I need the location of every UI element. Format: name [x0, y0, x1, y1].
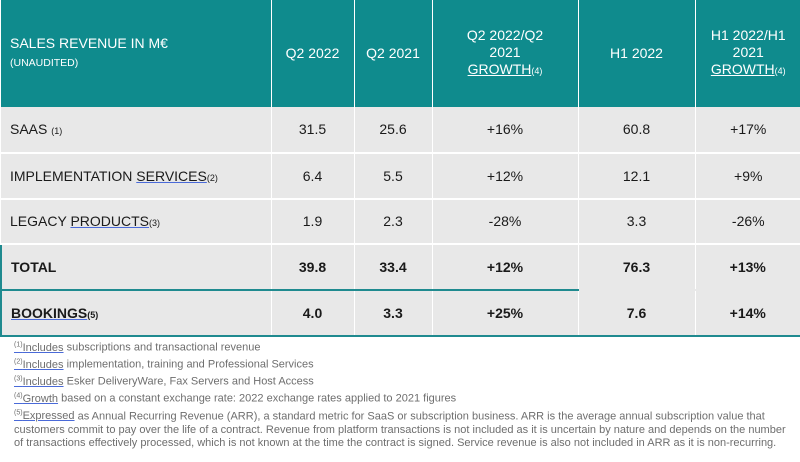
- table-row-bookings: BOOKINGS(5) 4.0 3.3 +25% 7.6 +14%: [0, 289, 800, 337]
- table-cell: +17%: [695, 107, 800, 154]
- table-cell: +16%: [432, 107, 579, 154]
- footnote: (2)Includes implementation, training and…: [14, 358, 314, 371]
- table-cell: 12.1: [578, 152, 696, 200]
- table-cell: +14%: [695, 289, 800, 337]
- table-cell: 4.0: [271, 289, 355, 337]
- footnote: (5)Expressed as Annual Recurring Revenue…: [14, 409, 786, 450]
- table-header-row: SALES REVENUE IN M€ (UNAUDITED) Q2 2022 …: [1, 0, 800, 107]
- sales-revenue-table: SALES REVENUE IN M€ (UNAUDITED) Q2 2022 …: [0, 0, 800, 337]
- col-header-q2-2021: Q2 2021: [354, 0, 433, 107]
- table-row-implementation-services: IMPLEMENTATION SERVICES(2) 6.4 5.5 +12% …: [1, 152, 800, 200]
- table-cell: 5.5: [354, 152, 433, 200]
- table-cell: -28%: [432, 198, 579, 246]
- row-label: SAAS (1): [1, 107, 272, 154]
- col-header-q2-2022: Q2 2022: [271, 0, 355, 107]
- table-row-legacy-products: LEGACY PRODUCTS(3) 1.9 2.3 -28% 3.3 -26%: [1, 198, 800, 246]
- table-cell: +9%: [695, 152, 800, 200]
- table-subtitle: (UNAUDITED): [10, 57, 79, 69]
- table-cell: 33.4: [354, 243, 433, 291]
- table-cell: -26%: [695, 198, 800, 246]
- row-label: LEGACY PRODUCTS(3): [1, 198, 272, 246]
- table-cell: 3.3: [354, 289, 433, 337]
- footnote: (3)Includes Esker DeliveryWare, Fax Serv…: [14, 375, 314, 388]
- footnote: (4)Growth based on a constant exchange r…: [14, 392, 457, 406]
- table-cell: +25%: [432, 289, 579, 337]
- col-header-h1-growth: H1 2022/H1 2021 GROWTH(4): [695, 0, 800, 107]
- row-label: IMPLEMENTATION SERVICES(2): [1, 152, 272, 200]
- table-cell: 6.4: [271, 152, 355, 200]
- table-cell: +12%: [432, 152, 579, 200]
- table-cell: +12%: [432, 243, 579, 291]
- table-cell: 2.3: [354, 198, 433, 246]
- row-label: BOOKINGS(5): [0, 289, 272, 337]
- table-cell: 1.9: [271, 198, 355, 246]
- table-cell: 76.3: [578, 243, 696, 291]
- footnotes: (1)Includes subscriptions and transactio…: [14, 338, 794, 451]
- table-cell: 3.3: [578, 198, 696, 246]
- table-cell: 60.8: [578, 107, 696, 154]
- table-cell: 39.8: [271, 243, 355, 291]
- table-row-total: TOTAL 39.8 33.4 +12% 76.3 +13%: [0, 243, 800, 291]
- row-label: TOTAL: [0, 243, 272, 291]
- col-header-q2-growth: Q2 2022/Q2 2021 GROWTH(4): [432, 0, 579, 107]
- table-title: SALES REVENUE IN M€: [10, 35, 168, 51]
- table-cell: +13%: [695, 243, 800, 291]
- table-row-saas: SAAS (1) 31.5 25.6 +16% 60.8 +17%: [1, 107, 800, 154]
- table-cell: 25.6: [354, 107, 433, 154]
- col-header-h1-2022: H1 2022: [578, 0, 696, 107]
- table-cell: 31.5: [271, 107, 355, 154]
- table-title-cell: SALES REVENUE IN M€ (UNAUDITED): [1, 0, 272, 107]
- table-cell: 7.6: [578, 289, 696, 337]
- footnote: (1)Includes subscriptions and transactio…: [14, 341, 261, 354]
